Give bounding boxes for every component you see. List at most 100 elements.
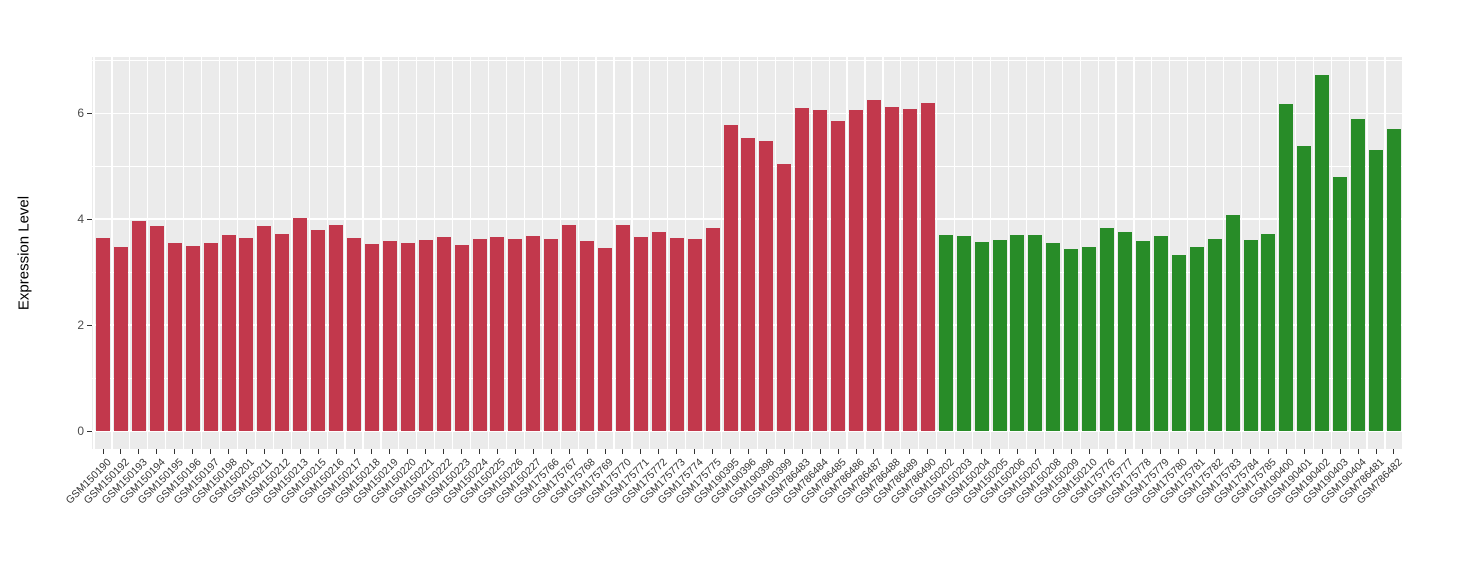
x-tick-mark [1106,449,1108,454]
x-tick-mark [1321,449,1323,454]
bar [598,248,613,431]
x-tick-mark [765,449,767,454]
grid-major-hline [92,112,1403,115]
grid-vline [523,57,525,449]
x-tick-mark [568,449,570,454]
x-tick-mark [909,449,911,454]
x-tick-mark [604,449,606,454]
x-tick-mark [783,449,785,454]
x-tick-mark [371,449,373,454]
bar [400,242,415,431]
x-tick-mark [263,449,265,454]
bar [1171,254,1186,431]
grid-vline [290,57,292,449]
x-tick-mark [1303,449,1305,454]
bar [347,237,362,431]
grid-vline [1294,57,1296,449]
bar [687,239,702,431]
x-tick-mark [855,449,857,454]
grid-vline [1258,57,1261,449]
grid-vline [1384,57,1386,449]
bar [149,225,164,431]
grid-vline [487,57,490,449]
bar [1082,246,1097,431]
x-tick-mark [1196,449,1198,454]
bar [257,226,272,431]
bar [113,247,128,431]
bar [992,239,1007,431]
grid-vline [93,57,95,449]
bar [1333,177,1348,431]
x-tick-mark [443,449,445,454]
bar [669,237,684,431]
x-tick-mark [694,449,696,454]
bar [956,236,971,431]
bar [1351,119,1366,431]
bar [1135,240,1150,431]
grid-vline [918,57,920,449]
grid-vline [1151,57,1153,449]
x-tick-mark [891,449,893,454]
bar [1100,228,1115,431]
bar [723,124,738,431]
bar [526,235,541,431]
grid-vline [810,57,812,449]
bar [1261,234,1276,431]
x-tick-mark [479,449,481,454]
grid-vline [936,57,938,449]
grid-vline [434,57,436,449]
grid-vline [1043,57,1045,449]
grid-vline [1169,57,1171,449]
x-tick-mark [550,449,552,454]
bar [884,106,899,431]
grid-vline [1061,57,1063,449]
x-tick-mark [1339,449,1341,454]
x-tick-mark [712,449,714,454]
bar [759,140,774,431]
y-axis-title: Expression Level [15,195,33,311]
x-tick-mark [1375,449,1377,454]
grid-vline [1097,57,1099,449]
x-tick-mark [586,449,588,454]
grid-vline [972,57,974,449]
x-tick-mark [425,449,427,454]
grid-vline [236,57,239,449]
grid-vline [541,57,543,449]
x-tick-mark [1267,449,1269,454]
x-tick-mark [927,449,929,454]
bar [849,109,864,431]
plot-panel [92,57,1403,449]
grid-vline [1223,57,1225,449]
bar [1028,234,1043,431]
x-tick-mark [640,449,642,454]
x-tick-mark [963,449,965,454]
grid-vline [1079,57,1081,449]
x-tick-mark [658,449,660,454]
x-tick-mark [102,449,104,454]
x-tick-mark [1214,449,1216,454]
bar [329,224,344,431]
bar [472,239,487,431]
grid-vline [308,57,310,449]
x-tick-mark [1285,449,1287,454]
bar [436,237,451,431]
grid-vline [1115,57,1117,449]
grid-vline [613,57,615,449]
grid-vline [147,57,149,449]
x-tick-mark [156,449,158,454]
x-tick-mark [945,449,947,454]
bar [1279,104,1294,431]
grid-vline [828,57,830,449]
x-tick-mark [335,449,337,454]
y-tick-label: 4 [77,212,84,227]
x-tick-mark [281,449,283,454]
x-tick-mark [1034,449,1036,454]
bar [293,217,308,431]
bar [795,108,810,431]
grid-vline [362,57,364,449]
x-tick-mark [837,449,839,454]
x-tick-mark [353,449,355,454]
x-tick-mark [873,449,875,454]
grid-vline [165,57,167,449]
x-tick-mark [299,449,301,454]
